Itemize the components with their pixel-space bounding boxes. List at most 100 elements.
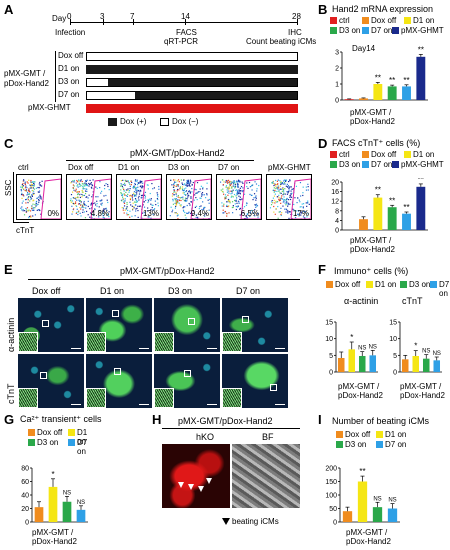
- facs-dot: [28, 209, 30, 211]
- bar: [433, 360, 441, 372]
- facs-plot: 4.8%: [66, 174, 112, 220]
- facs-dot: [101, 199, 103, 201]
- facs-dot: [145, 199, 147, 202]
- zoom-box: [112, 310, 119, 317]
- facs-dot: [123, 182, 126, 184]
- facs-dot: [206, 194, 208, 196]
- facs-dot: [300, 212, 302, 214]
- y-tick-label: 0: [25, 520, 29, 527]
- facs-dot: [127, 188, 129, 190]
- facs-dot: [22, 194, 24, 197]
- facs-dot: [133, 201, 136, 203]
- facs-dot: [135, 210, 137, 212]
- facs-dot: [94, 208, 96, 211]
- facs-dot: [86, 190, 88, 193]
- bar: [373, 197, 383, 230]
- facs-dot: [274, 190, 276, 192]
- facs-dot: [206, 188, 208, 190]
- facs-dot: [190, 180, 192, 182]
- facs-dot: [236, 190, 239, 192]
- scale-bar: [207, 404, 217, 405]
- facs-dot: [234, 187, 236, 189]
- panel-i-title: Number of beating iCMs: [332, 416, 430, 426]
- legend-b-swatch-dox-off: [362, 17, 369, 24]
- facs-dot: [74, 202, 77, 205]
- facs-dot: [99, 209, 101, 212]
- facs-dot: [179, 196, 181, 199]
- facs-dot: [245, 216, 248, 218]
- facs-dot: [226, 187, 228, 189]
- row-label-d7: D7 on: [58, 90, 80, 99]
- facs-dot: [301, 203, 303, 205]
- bar-ghmt: [86, 104, 298, 113]
- facs-dot: [123, 193, 125, 195]
- facs-dot: [101, 204, 103, 206]
- facs-dot: [283, 196, 285, 198]
- y-tick-label: 15: [389, 320, 397, 327]
- facs-dot: [235, 197, 238, 199]
- facs-dot: [82, 209, 84, 211]
- facs-dot: [298, 215, 300, 217]
- facs-dot: [137, 216, 139, 219]
- facs-dot: [171, 211, 173, 213]
- facs-dot: [284, 180, 287, 183]
- facs-dot: [39, 181, 41, 184]
- facs-dot: [176, 199, 178, 202]
- facs-dot: [125, 191, 127, 194]
- bar: [344, 99, 354, 100]
- legend-g-d7: D7 on: [77, 438, 88, 456]
- facs-dot: [37, 209, 39, 211]
- facs-dot: [224, 210, 227, 213]
- facs-dot: [122, 183, 124, 186]
- legend-f-swatch-d7: [430, 281, 437, 288]
- facs-dot: [152, 209, 154, 211]
- facs-dot: [191, 214, 193, 216]
- facs-dot: [33, 192, 35, 195]
- panel-i-xlabel-2: pDox-Hand2: [346, 537, 391, 546]
- facs-dot: [191, 184, 193, 186]
- micrograph-inset: [222, 332, 242, 352]
- facs-dot: [84, 190, 87, 192]
- facs-dot: [33, 193, 35, 196]
- facs-dot: [281, 195, 283, 197]
- legend-g-swatch-d7: [68, 439, 75, 446]
- y-tick-label: 0: [335, 98, 339, 105]
- facs-dot: [252, 184, 254, 186]
- facs-dot: [175, 198, 177, 200]
- facs-dot: [237, 184, 239, 186]
- facs-dot: [239, 207, 241, 210]
- y-tick-label: 0: [393, 370, 397, 377]
- facs-dot: [237, 205, 239, 207]
- panel-h-caption: beating iCMs: [232, 517, 279, 526]
- facs-dot: [136, 179, 138, 181]
- tick-0: [70, 19, 71, 25]
- facs-dot: [27, 201, 29, 204]
- facs-dot: [286, 193, 289, 195]
- facs-dot: [75, 198, 77, 200]
- group-label-1: pMX-GMT /: [4, 69, 46, 78]
- facs-dot: [285, 202, 288, 205]
- facs-dot: [199, 197, 201, 199]
- facs-dot: [287, 198, 290, 201]
- facs-dot: [241, 181, 243, 183]
- facs-dot: [187, 180, 189, 183]
- legend-f-d3: D3 on: [409, 280, 431, 289]
- legend-b-d3: D3 on: [339, 26, 361, 35]
- facs-dot: [21, 209, 23, 211]
- facs-dot: [132, 193, 134, 196]
- chart-f-actinin: 0 5 10 15 * NS NS: [325, 320, 378, 377]
- facs-dot: [31, 205, 33, 207]
- facs-dot: [255, 199, 257, 201]
- ctnt-axis: [13, 222, 29, 223]
- facs-dot: [226, 215, 228, 217]
- facs-dot: [123, 212, 125, 214]
- facs-dot: [79, 180, 82, 182]
- facs-dot: [174, 212, 176, 214]
- facs-dot: [138, 182, 140, 184]
- facs-dot: [91, 202, 93, 204]
- facs-percent: 17%: [292, 209, 309, 218]
- facs-dot: [94, 202, 96, 204]
- micrograph-inset: [18, 388, 38, 408]
- facs-dot: [174, 207, 177, 209]
- legend-d-swatch-d7: [362, 161, 369, 168]
